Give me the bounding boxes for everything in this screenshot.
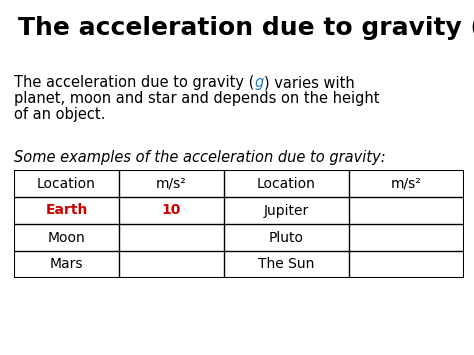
Text: Jupiter: Jupiter: [264, 203, 309, 218]
Text: Some examples of the acceleration due to gravity:: Some examples of the acceleration due to…: [14, 150, 386, 165]
Text: planet, moon and star and depends on the height: planet, moon and star and depends on the…: [14, 91, 380, 106]
Text: g: g: [255, 75, 264, 90]
Text: m/s²: m/s²: [156, 176, 187, 191]
Text: m/s²: m/s²: [391, 176, 422, 191]
Text: The acceleration due to gravity (: The acceleration due to gravity (: [18, 16, 474, 40]
Text: 10: 10: [162, 203, 181, 218]
Text: Location: Location: [257, 176, 316, 191]
Text: Pluto: Pluto: [269, 230, 304, 245]
Text: of an object.: of an object.: [14, 107, 105, 122]
Text: The Sun: The Sun: [258, 257, 315, 272]
Text: Location: Location: [37, 176, 96, 191]
Text: ) varies with: ) varies with: [264, 75, 355, 90]
Text: The acceleration due to gravity (: The acceleration due to gravity (: [14, 75, 255, 90]
Text: Mars: Mars: [50, 257, 83, 272]
Text: Earth: Earth: [46, 203, 88, 218]
Text: Moon: Moon: [47, 230, 85, 245]
